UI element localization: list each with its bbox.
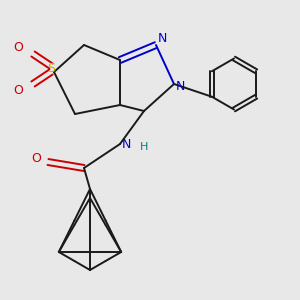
Text: O: O — [31, 152, 41, 166]
Text: N: N — [175, 80, 185, 94]
Text: O: O — [13, 83, 23, 97]
Text: N: N — [121, 137, 131, 151]
Text: O: O — [13, 41, 23, 55]
Text: S: S — [47, 62, 55, 76]
Text: H: H — [140, 142, 148, 152]
Text: N: N — [157, 32, 167, 46]
